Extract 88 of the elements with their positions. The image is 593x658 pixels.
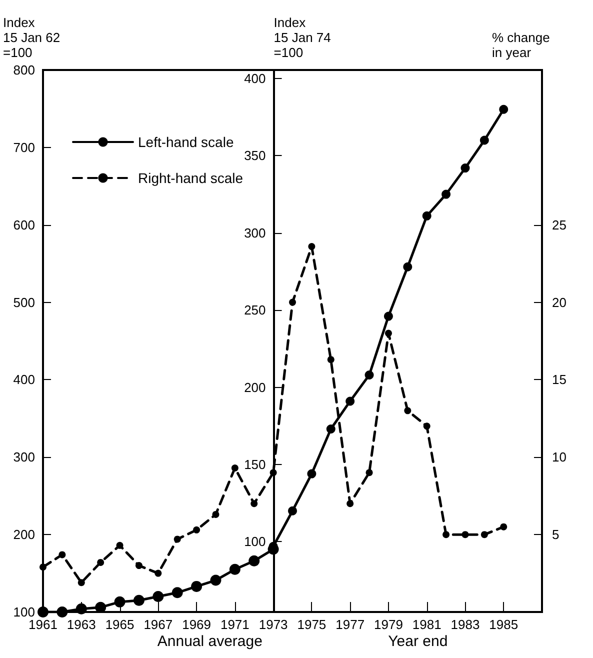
point bbox=[442, 190, 451, 199]
point bbox=[152, 591, 164, 602]
point bbox=[270, 469, 277, 476]
y2-tick-label: 20 bbox=[552, 294, 566, 310]
point bbox=[116, 542, 124, 549]
x-tick-label: 1965 bbox=[105, 617, 134, 632]
y2-axis-title: % change in year bbox=[492, 30, 550, 60]
x-tick-label: 1981 bbox=[412, 617, 442, 632]
point bbox=[422, 211, 432, 220]
point bbox=[212, 510, 220, 518]
y3-tick-label: 300 bbox=[244, 225, 266, 240]
text: Annual average bbox=[157, 633, 262, 650]
point bbox=[384, 330, 392, 337]
text: Year end bbox=[388, 633, 448, 650]
point bbox=[346, 396, 355, 406]
y2-tick-label: 5 bbox=[552, 527, 560, 542]
point bbox=[480, 531, 488, 538]
point bbox=[500, 523, 508, 530]
y-axis-title: Index 15 Jan 62 =100 bbox=[3, 15, 60, 60]
point bbox=[423, 422, 430, 430]
point bbox=[250, 500, 258, 508]
point bbox=[364, 370, 374, 380]
point bbox=[210, 574, 222, 586]
y3-tick-label: 200 bbox=[244, 380, 266, 395]
y3-tick-label: 350 bbox=[244, 148, 266, 164]
point bbox=[229, 564, 240, 575]
point bbox=[172, 587, 183, 598]
x-tick-label: 1971 bbox=[220, 617, 250, 632]
point bbox=[78, 579, 85, 586]
y-tick-label: 300 bbox=[13, 450, 35, 465]
point bbox=[97, 558, 104, 566]
point bbox=[366, 469, 373, 476]
point bbox=[384, 312, 393, 321]
x-tick-label: 1973 bbox=[258, 617, 288, 632]
point bbox=[58, 551, 66, 558]
y3-tick-label: 250 bbox=[244, 302, 266, 318]
x-tick-label: 1963 bbox=[66, 617, 96, 632]
y2-tick-label: 25 bbox=[552, 217, 566, 232]
y3-axis-title: Index 15 Jan 74 =100 bbox=[274, 15, 331, 60]
point bbox=[462, 531, 469, 538]
y-tick-label: 800 bbox=[13, 62, 35, 78]
y-tick-label: 600 bbox=[13, 217, 35, 232]
point bbox=[288, 506, 297, 516]
legend-label: Right-hand scale bbox=[138, 170, 244, 186]
y3-tick-label: 150 bbox=[244, 457, 266, 472]
point bbox=[191, 580, 202, 592]
y3-tick-label: 400 bbox=[244, 70, 266, 86]
point bbox=[114, 596, 126, 608]
y2-tick-label: 10 bbox=[552, 450, 566, 465]
point bbox=[56, 606, 68, 618]
x-tick-label: 1983 bbox=[450, 617, 480, 632]
x-tick-label: 1985 bbox=[489, 617, 518, 632]
point bbox=[403, 262, 412, 272]
y3-tick-label: 100 bbox=[244, 534, 266, 550]
y-tick-label: 500 bbox=[13, 294, 35, 310]
point bbox=[135, 562, 142, 570]
point bbox=[404, 407, 412, 414]
y-tick-label: 400 bbox=[13, 372, 35, 388]
point bbox=[38, 606, 48, 618]
x-tick-label: 1979 bbox=[374, 617, 403, 632]
point bbox=[248, 555, 260, 566]
x-tick-label: 1975 bbox=[297, 617, 326, 632]
x-tick-label: 1969 bbox=[182, 617, 211, 632]
point bbox=[460, 164, 470, 173]
point bbox=[76, 603, 87, 614]
point bbox=[308, 243, 316, 250]
point bbox=[289, 298, 296, 306]
x-tick-label: 1977 bbox=[336, 617, 365, 632]
point bbox=[346, 500, 354, 508]
point bbox=[133, 594, 144, 606]
point bbox=[307, 469, 316, 478]
point bbox=[154, 570, 162, 577]
point bbox=[499, 104, 508, 114]
point bbox=[231, 464, 238, 472]
point bbox=[327, 356, 334, 364]
y-tick-label: 700 bbox=[13, 140, 35, 155]
y-tick-label: 200 bbox=[13, 527, 35, 542]
x-tick-label: 1961 bbox=[28, 617, 58, 632]
point bbox=[40, 564, 46, 571]
point bbox=[193, 526, 200, 534]
point bbox=[326, 424, 336, 434]
y-tick-label: 100 bbox=[13, 604, 35, 620]
x-tick-label: 1967 bbox=[144, 617, 173, 632]
point bbox=[480, 136, 489, 145]
point bbox=[174, 536, 181, 543]
legend-label: Left-hand scale bbox=[138, 134, 234, 150]
point bbox=[442, 531, 450, 538]
y2-tick-label: 15 bbox=[552, 372, 566, 388]
